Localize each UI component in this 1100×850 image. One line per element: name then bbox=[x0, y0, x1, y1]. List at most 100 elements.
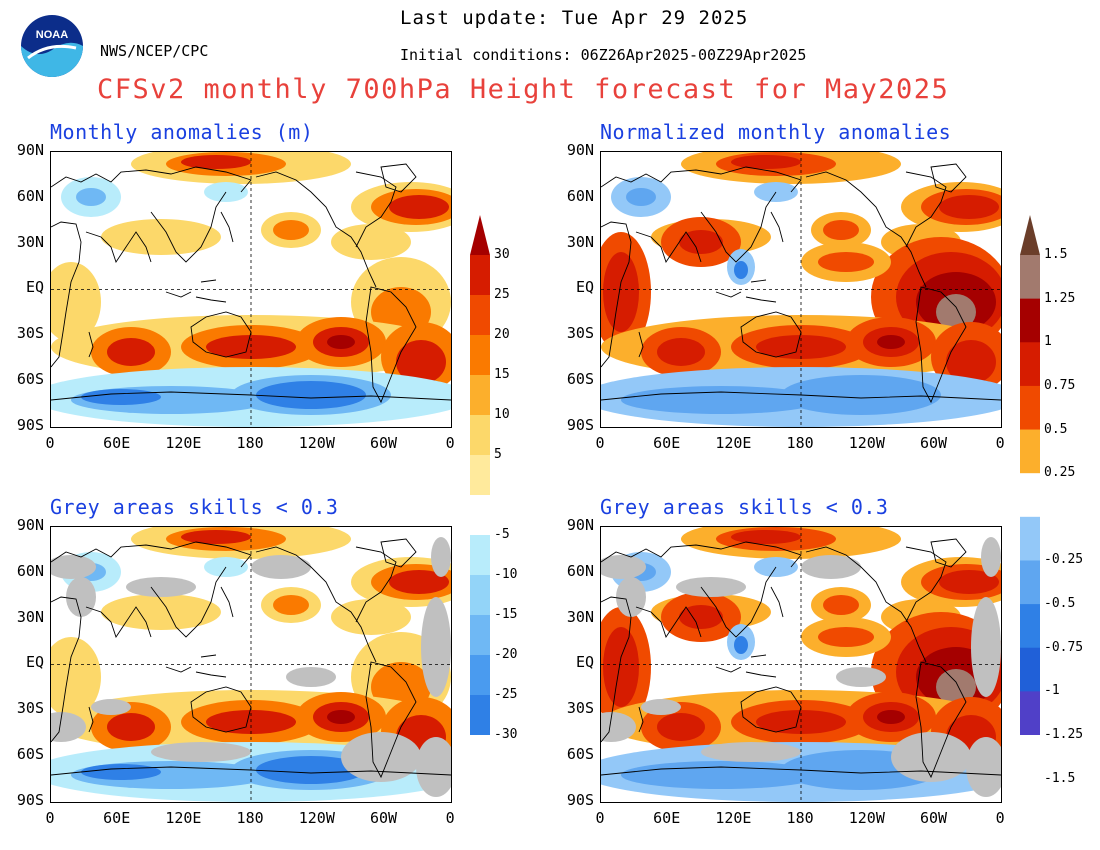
colorbar-label: -0.75 bbox=[1044, 639, 1084, 655]
colorbar-swatch bbox=[470, 495, 490, 536]
colorbar-swatch bbox=[1020, 560, 1040, 605]
anomaly-contour bbox=[679, 230, 723, 254]
coastline bbox=[601, 221, 632, 368]
colorbar-label: -10 bbox=[494, 567, 518, 582]
colorbar-svg bbox=[1020, 215, 1040, 775]
anomaly-contour bbox=[823, 220, 859, 240]
colorbar-label: -1 bbox=[1044, 683, 1060, 699]
lat-label: 60N bbox=[16, 186, 44, 205]
low-skill-area bbox=[251, 555, 311, 579]
lat-label: EQ bbox=[25, 278, 44, 297]
colorbar-label: 1 bbox=[1044, 334, 1052, 350]
lon-label: 0 bbox=[445, 809, 455, 827]
coastline bbox=[150, 191, 227, 263]
colorbar-swatch bbox=[470, 295, 490, 336]
anomaly-contour bbox=[327, 335, 355, 349]
colorbar-swatch bbox=[470, 335, 490, 376]
anomaly-contour bbox=[734, 261, 748, 279]
coastline bbox=[88, 706, 94, 733]
coastline bbox=[380, 538, 417, 568]
coastline bbox=[88, 331, 94, 358]
lat-label: EQ bbox=[575, 278, 594, 297]
colorbar-swatch bbox=[470, 655, 490, 696]
lon-label: 0 bbox=[45, 809, 55, 827]
colorbar-swatch bbox=[1020, 342, 1040, 387]
last-update: Last update: Tue Apr 29 2025 bbox=[400, 7, 749, 29]
low-skill-area bbox=[616, 577, 646, 617]
anomaly-contour bbox=[331, 599, 411, 635]
coastline bbox=[638, 331, 644, 358]
anomaly-contour bbox=[781, 375, 941, 415]
low-skill-area bbox=[971, 597, 1001, 697]
lat-label: 60N bbox=[16, 561, 44, 580]
lon-label: 0 bbox=[995, 809, 1005, 827]
anomaly-contour bbox=[181, 530, 251, 544]
lon-label: 0 bbox=[595, 434, 605, 452]
map-panel-normalized-skill bbox=[600, 526, 1002, 803]
coastline bbox=[150, 566, 227, 638]
coastline bbox=[365, 661, 417, 779]
colorbar-swatch bbox=[1020, 647, 1040, 692]
anomaly-contour bbox=[81, 764, 161, 780]
coastline bbox=[165, 279, 227, 303]
colorbar-label: 30 bbox=[494, 247, 510, 262]
coastline bbox=[930, 163, 967, 193]
lat-label: 30S bbox=[16, 324, 44, 343]
lat-label: 30S bbox=[566, 324, 594, 343]
coastline bbox=[51, 541, 252, 568]
anomaly-contour bbox=[823, 595, 859, 615]
anomaly-contour bbox=[273, 220, 309, 240]
coastline bbox=[740, 311, 802, 358]
anomaly-contour bbox=[946, 340, 996, 384]
lat-label: 90S bbox=[566, 790, 594, 809]
coastline bbox=[355, 546, 397, 623]
colorbar-swatch bbox=[470, 455, 490, 496]
coastline bbox=[635, 231, 702, 264]
panel-title-top-left: Monthly anomalies (m) bbox=[50, 120, 314, 144]
coastline bbox=[915, 661, 967, 779]
coastline bbox=[380, 163, 417, 193]
lon-label: 60W bbox=[369, 434, 398, 452]
lon-label: 60W bbox=[919, 434, 948, 452]
lon-label: 0 bbox=[595, 809, 605, 827]
coastline bbox=[601, 541, 802, 568]
lon-label: 120E bbox=[715, 809, 752, 827]
coastline bbox=[165, 654, 227, 678]
coastline bbox=[355, 171, 397, 248]
anomaly-contour bbox=[621, 386, 821, 414]
lon-label: 0 bbox=[45, 434, 55, 452]
coastline bbox=[740, 686, 802, 733]
lon-label: 120E bbox=[165, 809, 202, 827]
coastline bbox=[220, 211, 234, 243]
lat-label: 60S bbox=[566, 370, 594, 388]
lat-label: 90N bbox=[566, 516, 594, 534]
initial-conditions: Initial conditions: 06Z26Apr2025-00Z29Ap… bbox=[400, 46, 807, 64]
colorbar-swatch bbox=[1020, 298, 1040, 343]
anomaly-contour bbox=[76, 188, 106, 206]
anomaly-contour bbox=[877, 335, 905, 349]
anomaly-contour bbox=[101, 219, 221, 255]
anomaly-contour bbox=[327, 710, 355, 724]
colorbar-swatch bbox=[1020, 255, 1040, 300]
lat-label: 90N bbox=[16, 516, 44, 534]
map-svg bbox=[51, 527, 451, 802]
anomaly-contour bbox=[731, 530, 801, 544]
anomaly-contour bbox=[389, 570, 449, 594]
lon-label: 180 bbox=[786, 809, 814, 827]
lat-label: EQ bbox=[25, 653, 44, 672]
colorbar-label: -5 bbox=[494, 527, 510, 542]
lat-label: 60N bbox=[566, 186, 594, 205]
colorbar-label: 15 bbox=[494, 367, 510, 382]
low-skill-area bbox=[341, 732, 421, 782]
low-skill-area bbox=[66, 577, 96, 617]
coastline bbox=[601, 166, 802, 193]
coastline bbox=[85, 231, 152, 264]
coastline bbox=[255, 171, 377, 288]
coastline bbox=[365, 286, 417, 404]
low-skill-area bbox=[641, 699, 681, 715]
colorbar-swatch bbox=[470, 255, 490, 296]
lon-label: 60E bbox=[103, 809, 131, 827]
colorbar-swatch bbox=[470, 615, 490, 656]
coastline bbox=[190, 686, 252, 733]
coastline bbox=[770, 211, 784, 243]
